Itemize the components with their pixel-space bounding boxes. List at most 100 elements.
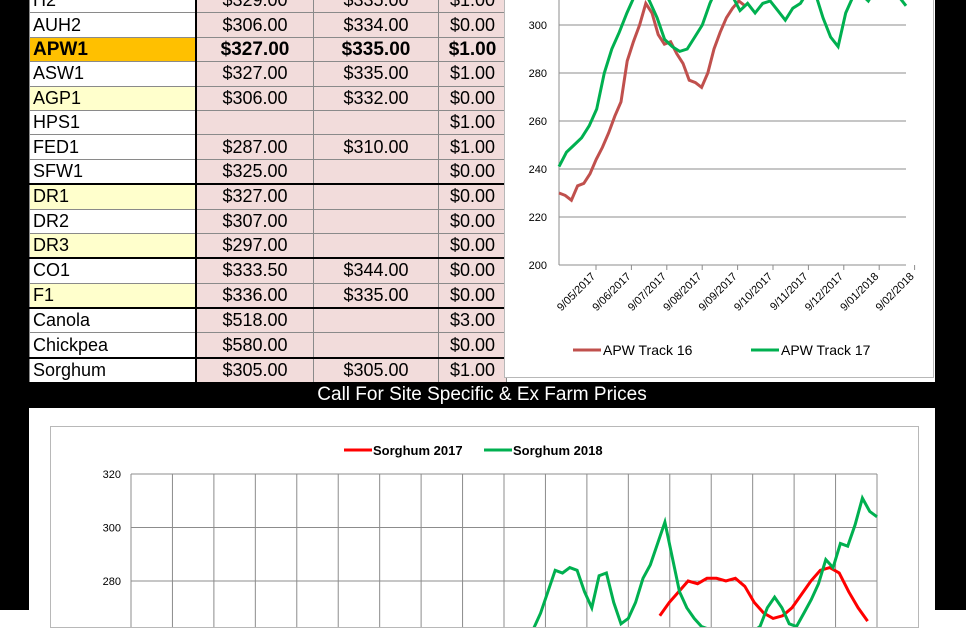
price-row-agp1: AGP1 $306.00 $332.00 $0.00 <box>29 85 507 111</box>
price-cell-1: $305.00 <box>195 356 314 384</box>
price-row-canola: Canola $518.00 $3.00 <box>29 307 507 334</box>
price-table: H2 $329.00 $335.00 $1.00 AUH2 $306.00 $334.00 $… <box>29 0 507 384</box>
y-tick-label: 240 <box>529 164 547 176</box>
price-cell-3: $0.00 <box>438 332 507 359</box>
price-row-dr3: DR3 $297.00 $0.00 <box>29 232 507 259</box>
site-specific-banner: Call For Site Specific & Ex Farm Prices <box>29 382 935 408</box>
price-cell-1: $297.00 <box>195 232 314 259</box>
y-tick-label: 280 <box>103 576 121 588</box>
y-tick-label: 320 <box>103 469 121 481</box>
price-cell-2: $305.00 <box>313 356 439 384</box>
legend: Sorghum 2017 Sorghum 2018 <box>344 443 603 458</box>
series-line-sorghum-2018 <box>531 494 878 632</box>
grade-cell: DR3 <box>29 232 197 259</box>
apw-track-chart: 200 220 240 260 280 300 9/05/2017 9/06/2017 9/0… <box>504 0 934 378</box>
price-row-dr1: DR1 $327.00 $0.00 <box>29 183 507 210</box>
price-cell-2 <box>313 109 439 136</box>
y-tick-label: 300 <box>529 20 547 32</box>
price-cell-3: $1.00 <box>438 356 507 384</box>
price-row-chickpea: Chickpea $580.00 $0.00 <box>29 332 507 359</box>
price-cell-3: $1.00 <box>438 134 507 160</box>
price-row-sorghum: Sorghum $305.00 $305.00 $1.00 <box>29 356 507 384</box>
price-cell-1: $306.00 <box>195 12 314 38</box>
price-cell-1: $327.00 <box>195 61 314 87</box>
price-cell-1: $327.00 <box>195 183 314 210</box>
price-cell-3: $0.00 <box>438 85 507 111</box>
price-row-dr2: DR2 $307.00 $0.00 <box>29 208 507 234</box>
price-cell-2: $335.00 <box>313 0 439 14</box>
grade-cell: ASW1 <box>29 61 197 87</box>
price-cell-2 <box>313 208 439 234</box>
price-row-f1: F1 $336.00 $335.00 $0.00 <box>29 282 507 309</box>
grade-cell: DR1 <box>29 183 197 210</box>
grade-cell: F1 <box>29 282 197 309</box>
price-row-fed1: FED1 $287.00 $310.00 $1.00 <box>29 134 507 160</box>
price-cell-3: $1.00 <box>438 36 507 63</box>
grade-cell: SFW1 <box>29 158 197 185</box>
price-row-apw1: APW1 $327.00 $335.00 $1.00 <box>29 36 507 63</box>
grade-cell: AGP1 <box>29 85 197 111</box>
price-cell-1 <box>195 109 314 136</box>
grade-cell: HPS1 <box>29 109 197 136</box>
grade-cell: Chickpea <box>29 332 197 359</box>
grade-cell: CO1 <box>29 257 197 284</box>
price-cell-3: $1.00 <box>438 0 507 14</box>
grade-cell: Canola <box>29 307 197 334</box>
price-cell-1: $333.50 <box>195 257 314 284</box>
legend-label-apw-track-16: APW Track 16 <box>603 342 693 358</box>
y-tick-label: 220 <box>529 212 547 224</box>
price-cell-3: $0.00 <box>438 282 507 309</box>
sorghum-chart: Sorghum 2017 Sorghum 2018 280 300 320 <box>50 426 919 632</box>
grade-cell: H2 <box>29 0 197 14</box>
price-cell-1: $336.00 <box>195 282 314 309</box>
legend-label-sorghum-2018: Sorghum 2018 <box>513 443 603 458</box>
grade-cell: Sorghum <box>29 356 197 384</box>
price-cell-1: $518.00 <box>195 307 314 334</box>
price-row-sfw1: SFW1 $325.00 $0.00 <box>29 158 507 185</box>
y-tick-label: 280 <box>529 68 547 80</box>
left-border-bar <box>0 0 29 610</box>
price-cell-1: $306.00 <box>195 85 314 111</box>
grade-cell: AUH2 <box>29 12 197 38</box>
price-cell-1: $287.00 <box>195 134 314 160</box>
price-cell-2: $335.00 <box>313 61 439 87</box>
price-cell-2 <box>313 307 439 334</box>
grade-cell: FED1 <box>29 134 197 160</box>
price-row-co1: CO1 $333.50 $344.00 $0.00 <box>29 257 507 284</box>
price-cell-1: $329.00 <box>195 0 314 14</box>
price-cell-2 <box>313 183 439 210</box>
price-cell-3: $3.00 <box>438 307 507 334</box>
price-cell-2: $310.00 <box>313 134 439 160</box>
y-tick-label: 260 <box>529 116 547 128</box>
legend: APW Track 16 APW Track 17 <box>573 342 871 358</box>
price-row-auh2: AUH2 $306.00 $334.00 $0.00 <box>29 12 507 38</box>
y-tick-label: 300 <box>103 523 121 535</box>
legend-label-apw-track-17: APW Track 17 <box>781 342 871 358</box>
x-tick-label: 9/10/2017 <box>732 271 775 314</box>
price-row-hps1: HPS1 $1.00 <box>29 109 507 136</box>
price-cell-1: $580.00 <box>195 332 314 359</box>
price-cell-3: $1.00 <box>438 61 507 87</box>
price-cell-3: $0.00 <box>438 12 507 38</box>
price-row-h2: H2 $329.00 $335.00 $1.00 <box>29 0 507 14</box>
price-row-asw1: ASW1 $327.00 $335.00 $1.00 <box>29 61 507 87</box>
price-cell-3: $0.00 <box>438 208 507 234</box>
price-cell-3: $0.00 <box>438 183 507 210</box>
price-cell-2 <box>313 158 439 185</box>
price-cell-2 <box>313 232 439 259</box>
series-line-apw-track-16 <box>558 0 746 203</box>
price-cell-2: $335.00 <box>313 36 439 63</box>
price-cell-1: $327.00 <box>195 36 314 63</box>
price-cell-3: $0.00 <box>438 257 507 284</box>
price-cell-3: $1.00 <box>438 109 507 136</box>
price-cell-1: $307.00 <box>195 208 314 234</box>
series-line-apw-track-17 <box>557 0 908 168</box>
right-border-bar <box>935 0 966 610</box>
price-cell-2 <box>313 332 439 359</box>
price-cell-2: $332.00 <box>313 85 439 111</box>
price-cell-2: $335.00 <box>313 282 439 309</box>
sorghum-chart-svg: Sorghum 2017 Sorghum 2018 280 300 320 <box>103 443 878 632</box>
price-cell-3: $0.00 <box>438 158 507 185</box>
y-tick-label: 200 <box>529 260 547 272</box>
